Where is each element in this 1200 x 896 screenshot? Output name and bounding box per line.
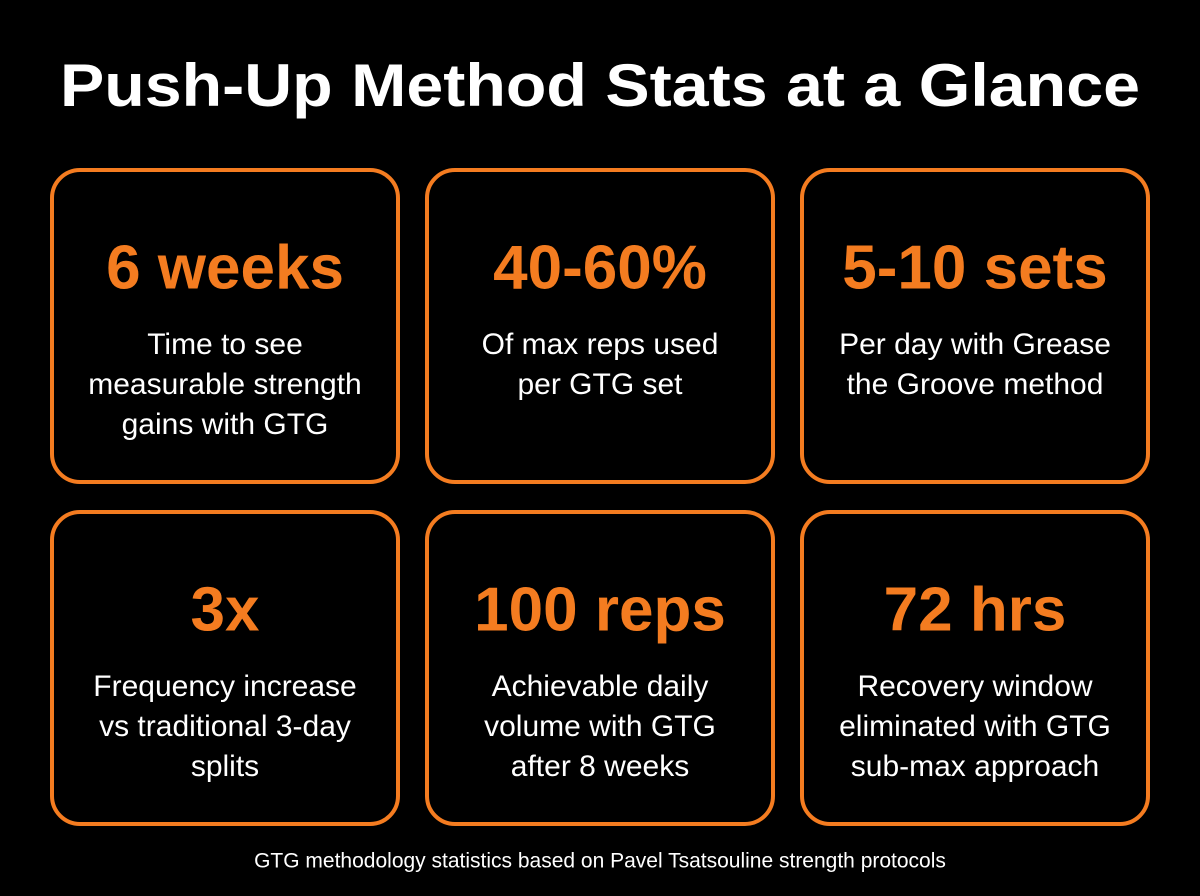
stat-description: gains with GTG xyxy=(122,408,329,441)
stat-description: sub-max approach xyxy=(851,750,1099,783)
stat-card xyxy=(50,168,400,484)
stat-card xyxy=(50,510,400,826)
stat-card xyxy=(425,168,775,484)
stat-description: Of max reps used xyxy=(482,328,719,361)
stat-description: eliminated with GTG xyxy=(839,710,1111,743)
stat-value: 5-10 sets xyxy=(842,233,1107,302)
stat-description: Time to see xyxy=(147,328,303,361)
stat-value: 3x xyxy=(191,575,260,644)
stat-value: 100 reps xyxy=(474,575,726,644)
stat-value: 40-60% xyxy=(493,233,707,302)
stat-card xyxy=(425,510,775,826)
stat-card xyxy=(800,168,1150,484)
stat-description: after 8 weeks xyxy=(511,750,689,783)
stat-description: measurable strength xyxy=(88,368,362,401)
stat-card xyxy=(800,510,1150,826)
footnote: GTG methodology statistics based on Pave… xyxy=(254,850,946,873)
stat-description: Frequency increase xyxy=(93,670,356,703)
stat-description: the Groove method xyxy=(847,368,1104,401)
stat-value: 6 weeks xyxy=(106,233,344,302)
stat-description: Recovery window xyxy=(857,670,1092,703)
stat-description: volume with GTG xyxy=(484,710,716,743)
stat-description: Per day with Grease xyxy=(839,328,1111,361)
stat-description: per GTG set xyxy=(517,368,683,401)
title: Push-Up Method Stats at a Glance xyxy=(60,52,1140,119)
stat-description: splits xyxy=(191,750,259,783)
stat-value: 72 hrs xyxy=(884,575,1067,644)
stat-description: vs traditional 3-day xyxy=(99,710,351,743)
stat-description: Achievable daily xyxy=(492,670,709,703)
